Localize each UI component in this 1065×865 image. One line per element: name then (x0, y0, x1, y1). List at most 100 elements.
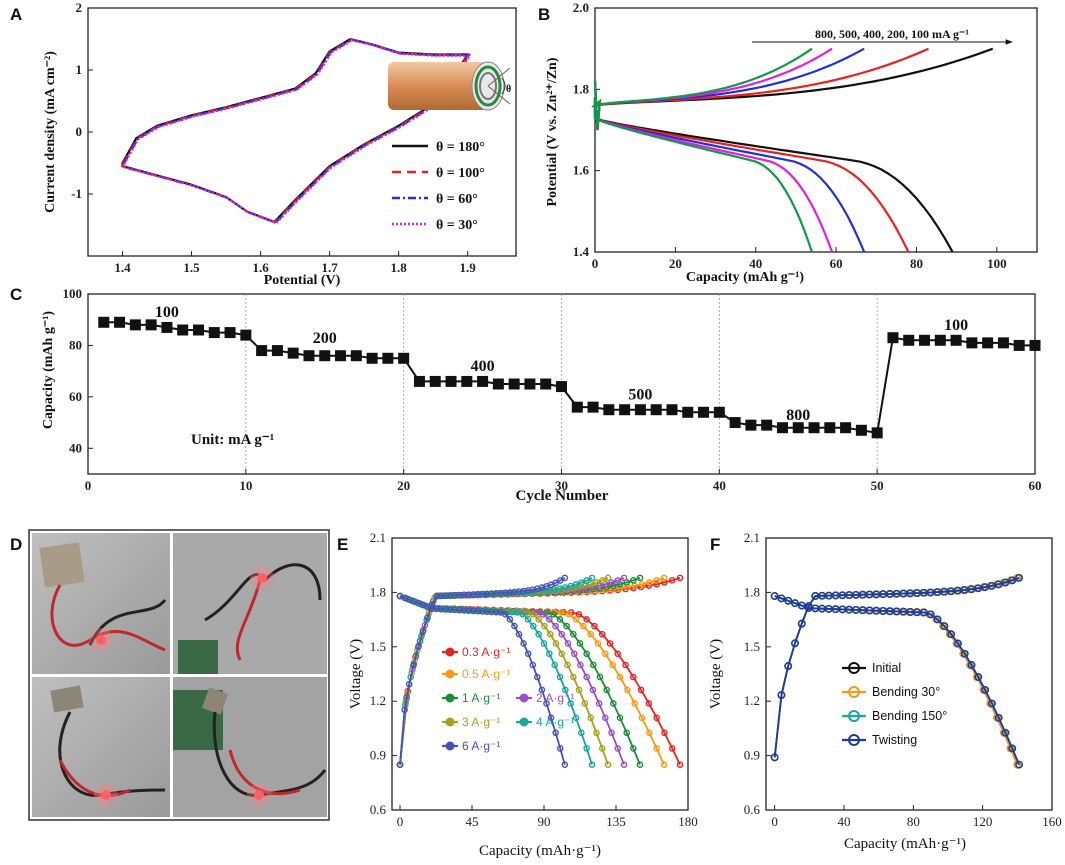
curve-marker (581, 582, 589, 590)
y-tick-label: 1 (76, 62, 83, 77)
legend-marker (519, 693, 529, 703)
legend: Initial Bending 30° Bending 150° Twisting (842, 661, 947, 747)
discharge-curve (399, 595, 566, 765)
curve-marker (1008, 744, 1017, 753)
panel-label-c: C (10, 285, 22, 304)
flexible-battery-inset-image: θ (388, 61, 511, 111)
axis-ticks: 0 45 90 135 180 0.6 0.9 1.2 1.5 1.8 2.1 (370, 530, 698, 829)
legend-label: Bending 30° (872, 685, 940, 699)
curve-marker (587, 581, 594, 588)
legend-label: 6 A·g⁻¹ (462, 739, 500, 753)
capacity-point (729, 417, 741, 429)
curve-marker (1015, 573, 1023, 582)
curve-marker (401, 706, 408, 714)
capacity-point (461, 375, 473, 387)
x-tick-label: 100 (987, 256, 1007, 271)
discharge-curve (774, 595, 1020, 766)
curve-marker (988, 581, 996, 590)
curve-marker (547, 714, 555, 722)
curve-marker (797, 619, 806, 628)
panel-label-f: F (710, 535, 720, 554)
curve-marker (608, 579, 615, 586)
curve-marker (602, 581, 609, 588)
curve-marker (535, 616, 542, 623)
curve-marker (590, 661, 597, 669)
y-tick-label: 1.5 (370, 639, 386, 654)
curve-marker (534, 673, 541, 681)
legend-label: θ = 30° (436, 218, 478, 233)
curve-marker (556, 577, 564, 584)
curve-marker (552, 622, 559, 630)
x-axis-label: Potential (V) (264, 273, 341, 288)
capacity-point (398, 352, 410, 364)
capacity-point (208, 327, 220, 339)
curve-marker (616, 673, 624, 681)
curve-marker (630, 577, 637, 584)
curve-marker (620, 761, 628, 768)
curve-marker (797, 601, 806, 610)
capacity-point (556, 381, 567, 393)
curve-marker (653, 714, 660, 722)
axis-ticks: 0 20 40 60 80 100 1.4 1.6 1.8 2.0 (573, 0, 1007, 271)
curve-marker (620, 574, 628, 582)
curve-marker (580, 622, 587, 630)
capacity-point (256, 345, 268, 357)
curve-marker (602, 650, 609, 658)
x-tick-label: 1.4 (114, 260, 131, 275)
x-axis-label: Cycle Number (516, 488, 609, 504)
y-tick-label: 60 (69, 389, 82, 404)
curve-marker (960, 649, 969, 658)
y-tick-label: 2.1 (744, 530, 760, 545)
curve-marker (593, 579, 600, 586)
curve-marker (588, 574, 596, 582)
curve-marker (1001, 728, 1010, 737)
capacity-point (492, 378, 504, 390)
x-tick-label: 50 (871, 478, 884, 493)
plot-frame (391, 537, 689, 811)
x-tick-label: 45 (466, 814, 479, 829)
curve-marker (587, 630, 594, 638)
y-tick-label: 1.2 (744, 693, 760, 708)
capacity-point (319, 350, 331, 362)
capacity-point (1029, 339, 1041, 351)
capacity-point (129, 319, 141, 331)
x-tick-label: 0 (85, 478, 92, 493)
capacity-point (855, 424, 867, 436)
y-tick-label: 40 (69, 440, 82, 455)
capacity-point (997, 337, 1009, 349)
panel-d-led-photos (28, 529, 330, 821)
legend-marker (848, 662, 860, 674)
axis-ticks: 1.4 1.5 1.6 1.7 1.8 1.9 -1 0 1 2 (71, 0, 476, 275)
capacity-point (840, 422, 852, 434)
curve-marker (564, 640, 572, 647)
curve-marker (587, 714, 594, 722)
curve-marker (610, 582, 617, 590)
legend-label: 3 A·g⁻¹ (462, 715, 500, 729)
panel-label-e: E (337, 535, 348, 554)
x-tick-label: 1.6 (252, 260, 269, 275)
capacity-point (966, 337, 978, 349)
capacity-point (508, 378, 520, 390)
curve-marker (550, 611, 557, 618)
capacity-point (335, 350, 347, 362)
curve-marker (994, 580, 1003, 589)
y-axis-label: Voltage (V) (708, 639, 724, 709)
curve-marker (546, 616, 553, 623)
capacity-point (903, 334, 915, 346)
curve-marker (653, 745, 660, 752)
legend-marker (848, 686, 860, 698)
curve-marker (616, 584, 624, 592)
curve-marker (624, 686, 631, 694)
legend-label: Initial (872, 661, 901, 675)
charge-curve (591, 47, 929, 131)
capacity-point (224, 327, 236, 339)
curve-marker (589, 686, 597, 694)
y-tick-label: 100 (63, 286, 83, 301)
x-tick-label: 1.7 (321, 260, 338, 275)
curve-marker (529, 611, 537, 618)
curve-marker (630, 673, 637, 681)
curve-marker (538, 686, 546, 694)
axis-ticks: 0 40 80 120 160 0.6 0.9 1.2 1.5 1.8 2.1 (744, 530, 1062, 829)
legend-marker (848, 710, 860, 722)
